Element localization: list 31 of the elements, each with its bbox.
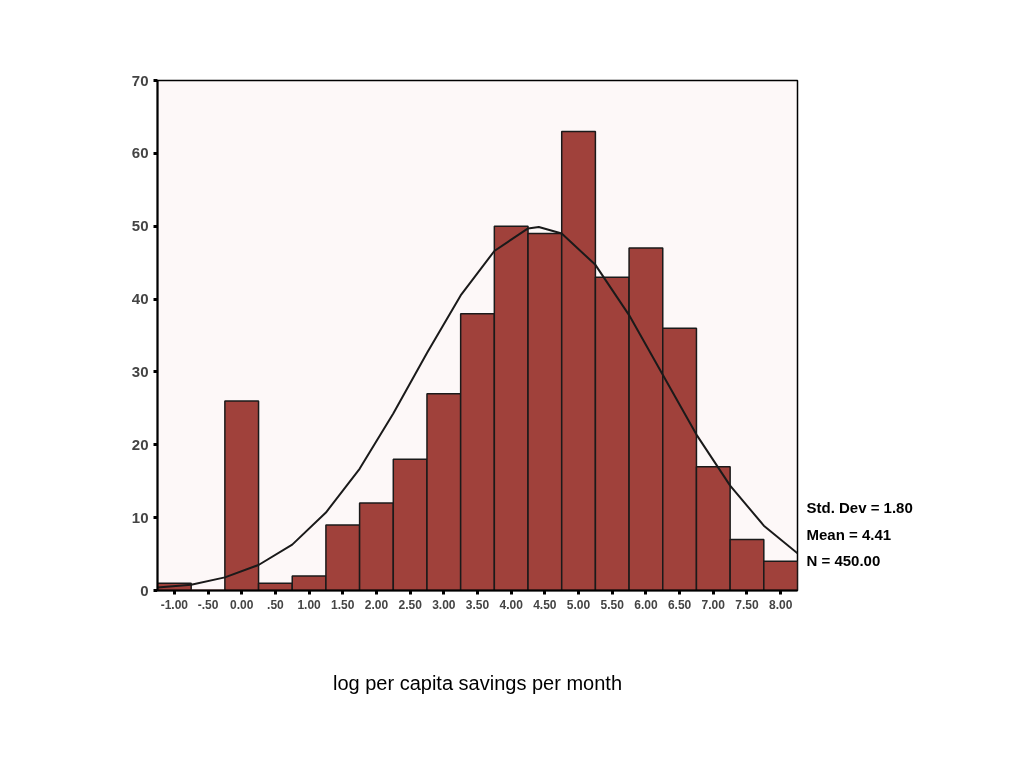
y-tick-label: 50 [131, 217, 149, 235]
x-tick-label: 3.50 [465, 597, 490, 612]
text: Mean = 4.41 [806, 525, 892, 543]
text: Std. Dev = 1.80 [806, 499, 913, 517]
text: N = 450.00 [806, 552, 881, 570]
x-tick-label: 4.50 [533, 597, 557, 612]
y-tick-label: 0 [140, 581, 149, 599]
x-tick-label: 4.00 [499, 597, 524, 612]
x-tick-label: -1.00 [160, 597, 189, 612]
y-tick-label: 40 [131, 290, 149, 308]
x-tick-label: 1.00 [297, 597, 322, 612]
x-tick-label: -.50 [197, 597, 219, 612]
y-tick-label: 70 [131, 71, 149, 89]
x-tick-label: 2.00 [364, 597, 389, 612]
x-tick-label: 3.00 [432, 597, 456, 612]
x-tick-label: 7.50 [735, 597, 759, 612]
x-tick-label: 5.50 [600, 597, 625, 612]
x-tick-label: 6.50 [667, 597, 692, 612]
y-tick-label: 20 [131, 435, 149, 453]
x-axis-title: log per capita savings per month [332, 671, 623, 694]
x-tick-label: 6.00 [634, 597, 658, 612]
x-tick-label: 0.00 [230, 597, 254, 612]
x-tick-label: .50 [267, 597, 285, 612]
x-tick-label: 2.50 [398, 597, 423, 612]
y-tick-label: 60 [131, 144, 149, 162]
x-tick-label: 7.00 [701, 597, 726, 612]
x-tick-label: 1.50 [331, 597, 355, 612]
y-tick-label: 30 [131, 362, 149, 380]
x-tick-label: 8.00 [768, 597, 793, 612]
y-tick-label: 10 [131, 508, 149, 526]
x-tick-label: 5.00 [566, 597, 591, 612]
